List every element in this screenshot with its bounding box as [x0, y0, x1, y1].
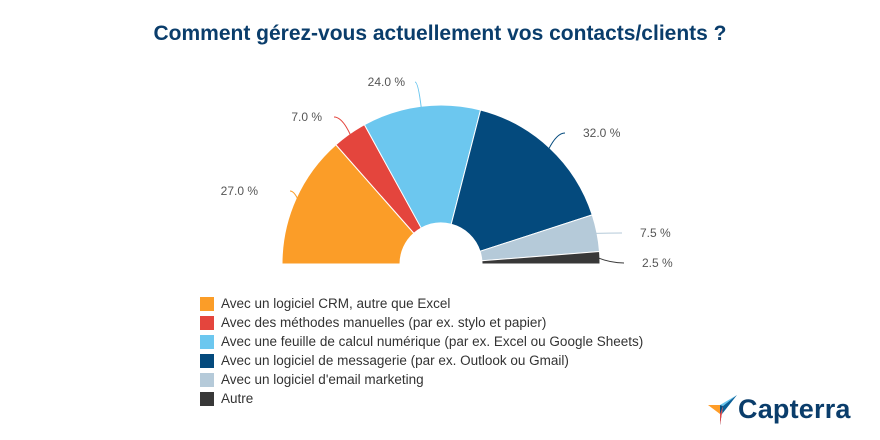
pie-slice — [363, 104, 482, 229]
pie-slice — [450, 109, 593, 252]
legend-label: Avec un logiciel de messagerie (par ex. … — [221, 353, 569, 368]
legend-swatch — [200, 296, 214, 311]
data-label: 2.5 % — [642, 256, 673, 270]
leader-line — [548, 132, 566, 150]
chart-slices — [281, 104, 601, 265]
data-label: 7.5 % — [640, 226, 671, 240]
data-label: 7.0 % — [291, 110, 322, 124]
chart-title: Comment gérez-vous actuellement vos cont… — [153, 22, 727, 45]
legend-label: Avec des méthodes manuelles (par ex. sty… — [221, 315, 547, 330]
leader-line — [289, 190, 299, 200]
legend-label: Avec une feuille de calcul numérique (pa… — [221, 334, 644, 349]
legend-swatch — [200, 353, 214, 368]
legend-swatch — [200, 372, 214, 387]
capterra-logo-text: Capterra — [738, 393, 851, 424]
data-label: 24.0 % — [368, 75, 406, 89]
chart-leader-lines — [289, 81, 625, 264]
legend-swatch — [200, 391, 214, 406]
legend-label: Avec un logiciel CRM, autre que Excel — [221, 296, 451, 311]
chart-legend: Avec un logiciel CRM, autre que Excel Ave… — [200, 294, 643, 408]
chart-data-labels: 27.0 % 7.0 % 24.0 % 32.0 % 7.5 % 2.5 % — [221, 75, 673, 270]
capterra-logo: Capterra — [706, 392, 851, 426]
legend-swatch — [200, 334, 214, 349]
legend-label: Avec un logiciel d'email marketing — [221, 372, 424, 387]
legend-label: Autre — [221, 391, 254, 406]
data-label: 27.0 % — [221, 184, 259, 198]
semicircle-pie-chart: 27.0 % 7.0 % 24.0 % 32.0 % 7.5 % 2.5 % — [221, 75, 673, 270]
pie-slice — [481, 250, 601, 265]
capterra-arrow-icon — [708, 395, 737, 425]
legend-item: Avec une feuille de calcul numérique (pa… — [200, 332, 643, 351]
legend-item: Avec un logiciel CRM, autre que Excel — [200, 294, 643, 313]
leader-line — [333, 116, 352, 136]
legend-item: Autre — [200, 389, 643, 408]
legend-item: Avec des méthodes manuelles (par ex. sty… — [200, 313, 643, 332]
leader-line — [414, 81, 422, 109]
legend-item: Avec un logiciel de messagerie (par ex. … — [200, 351, 643, 370]
data-label: 32.0 % — [583, 126, 621, 140]
legend-item: Avec un logiciel d'email marketing — [200, 370, 643, 389]
legend-swatch — [200, 315, 214, 330]
pie-slice — [281, 144, 415, 265]
leader-line — [597, 257, 625, 264]
